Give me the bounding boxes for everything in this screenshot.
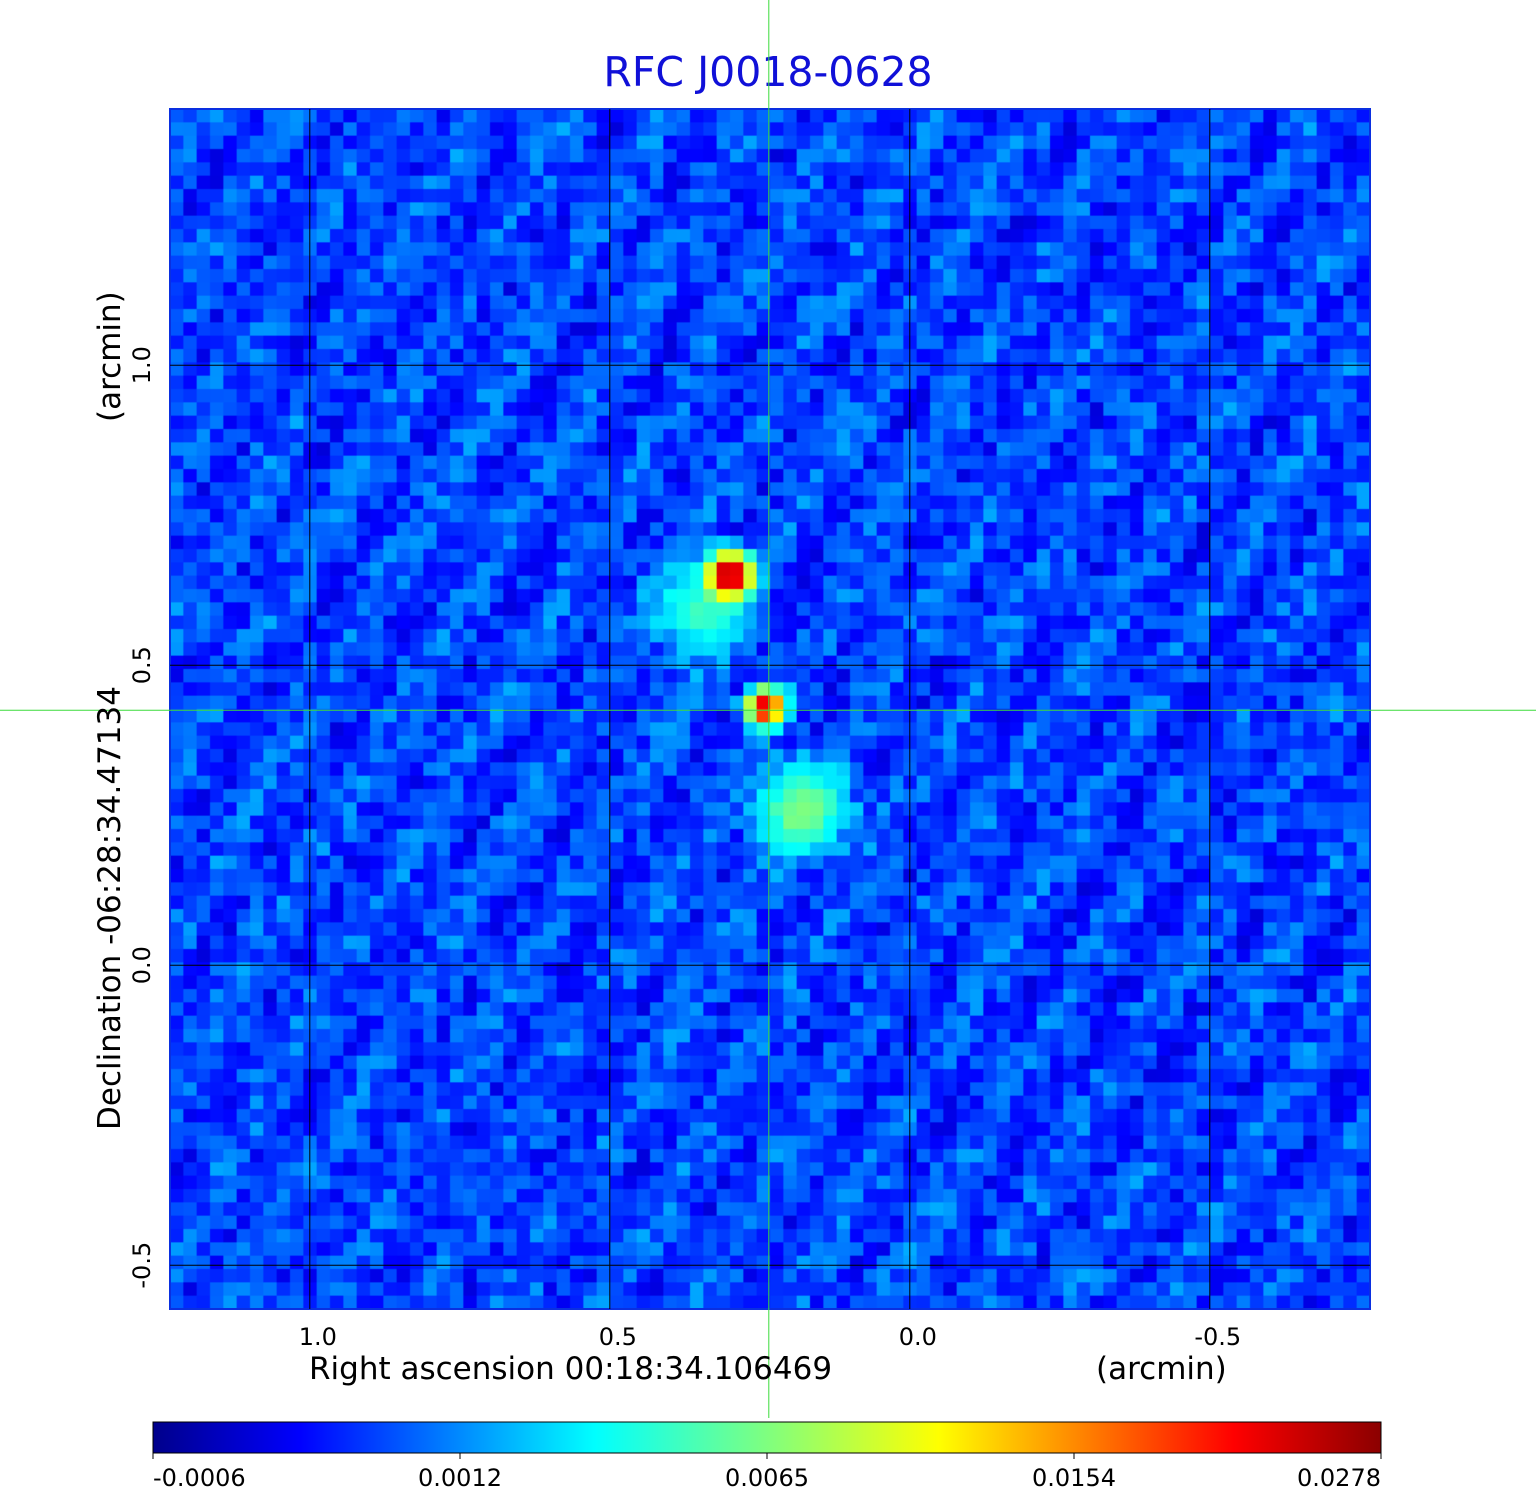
colorbar-tick-label: 0.0012 xyxy=(418,1464,502,1492)
colorbar: -0.0006 0.0012 0.0065 0.0154 0.0278 xyxy=(152,1421,1382,1492)
y-tick-label: 0.5 xyxy=(128,646,156,684)
x-tick-label: 1.0 xyxy=(299,1323,337,1351)
crosshair xyxy=(0,0,1536,1418)
colorbar-tick-label: -0.0006 xyxy=(153,1464,246,1492)
colorbar-tick-labels: -0.0006 0.0012 0.0065 0.0154 0.0278 xyxy=(152,1453,1382,1492)
y-tick-label: 1.0 xyxy=(128,346,156,384)
x-tick-label: 0.0 xyxy=(899,1323,937,1351)
x-tick-labels: 1.0 0.5 0.0 -0.5 xyxy=(299,1323,1242,1351)
x-axis-label: Right ascension 00:18:34.106469 xyxy=(309,1351,832,1387)
grid-lines xyxy=(170,109,1370,1309)
y-tick-label: -0.5 xyxy=(128,1242,156,1289)
plot-area xyxy=(169,108,1371,1310)
x-axis-unit: (arcmin) xyxy=(1096,1351,1227,1387)
x-tick-label: 0.5 xyxy=(599,1323,637,1351)
heatmap-image xyxy=(170,109,1370,1309)
y-tick-labels: 1.0 0.5 0.0 -0.5 xyxy=(128,346,156,1288)
colorbar-tick-label: 0.0278 xyxy=(1297,1464,1381,1492)
x-tick-label: -0.5 xyxy=(1194,1323,1241,1351)
colorbar-tick-label: 0.0154 xyxy=(1032,1464,1116,1492)
colorbar-tick-label: 0.0065 xyxy=(725,1464,809,1492)
plot-frame xyxy=(169,108,1371,1310)
chart-title: RFC J0018-0628 xyxy=(603,48,933,96)
y-axis-unit: (arcmin) xyxy=(92,291,128,422)
y-tick-label: 0.0 xyxy=(128,946,156,984)
y-axis-label: Declination -06:28:34.47134 xyxy=(92,686,128,1130)
colorbar-gradient xyxy=(152,1421,1382,1454)
